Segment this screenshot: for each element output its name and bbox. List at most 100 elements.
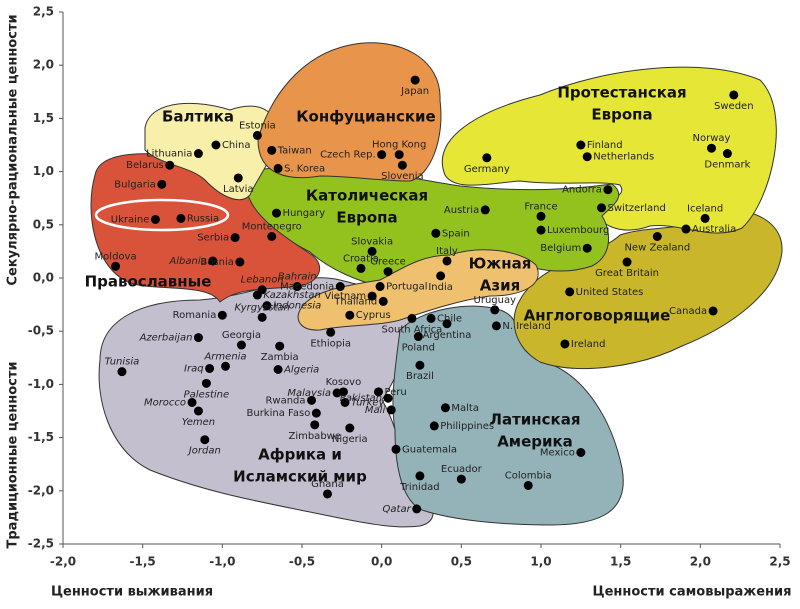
- point-label: Mali: [365, 405, 386, 416]
- point-label: Estonia: [239, 120, 276, 131]
- point: [378, 296, 388, 306]
- point-label: Kyrgyzstan: [234, 302, 289, 313]
- point: [367, 246, 377, 256]
- point-label: Colombia: [505, 470, 552, 481]
- point: [272, 208, 282, 218]
- point: [338, 387, 348, 397]
- point-label: Iraq: [184, 363, 204, 374]
- point: [273, 365, 283, 375]
- point-label: Romania: [173, 310, 217, 321]
- point: [367, 291, 377, 301]
- point: [490, 305, 500, 315]
- point: [200, 435, 210, 445]
- region-label: Америка: [497, 433, 573, 451]
- point: [257, 312, 267, 322]
- point: [603, 185, 613, 195]
- point-label: Nigeria: [332, 434, 368, 445]
- region-label: Конфуцианские: [296, 108, 435, 126]
- point: [582, 152, 592, 162]
- point: [386, 405, 396, 415]
- point-label: Turkey: [351, 397, 385, 408]
- point: [375, 282, 385, 292]
- point-label: Portugal: [386, 282, 427, 293]
- point: [442, 256, 452, 266]
- point: [310, 420, 320, 430]
- point-label: Czech Rep.: [320, 150, 376, 161]
- point-label: Burkina Faso: [247, 408, 311, 419]
- point: [262, 301, 272, 311]
- point-label: Austria: [444, 205, 479, 216]
- point-label: Germany: [464, 164, 510, 175]
- point: [410, 75, 420, 85]
- point-label: Lithuania: [146, 149, 192, 160]
- region-label: Европа: [336, 209, 397, 227]
- point: [193, 406, 203, 416]
- point: [356, 263, 366, 273]
- point-label: Mexico: [540, 447, 575, 458]
- region-labels: Африка и Исламский мир Латинская Америка Анг…: [85, 84, 687, 486]
- point-label: Serbia: [197, 233, 229, 244]
- point-label: Great Britain: [595, 268, 659, 279]
- point: [622, 257, 632, 267]
- point-label: Ireland: [571, 339, 606, 350]
- point: [436, 271, 446, 281]
- point-label: Indonesia: [273, 301, 321, 312]
- point: [394, 150, 404, 160]
- region-label: Латинская: [490, 411, 581, 429]
- point: [565, 287, 575, 297]
- points: Japan Sweden Estonia Lithuania Taiwan China S.…: [95, 75, 754, 515]
- point: [345, 310, 355, 320]
- x-tick-label: 0,0: [371, 555, 392, 569]
- point: [415, 360, 425, 370]
- point-label: Luxembourg: [547, 225, 609, 236]
- region: [257, 42, 442, 182]
- point-label: Trinidad: [399, 482, 439, 493]
- point-label: Greece: [370, 257, 406, 268]
- point-label: Uruguay: [474, 295, 517, 306]
- point: [345, 423, 355, 433]
- point-label: Lebanon: [241, 275, 284, 286]
- y-label-top: Секулярно-рациональные ценности: [6, 14, 21, 285]
- point: [576, 447, 586, 457]
- y-tick-label: -1,5: [28, 430, 54, 444]
- x-tick-label: -0,5: [289, 555, 315, 569]
- point-label: Armenia: [203, 351, 246, 362]
- y-tick-label: 2,5: [33, 5, 54, 19]
- point-label: Vietnam: [324, 291, 366, 302]
- x-tick-label: -2,0: [50, 555, 76, 569]
- region: [392, 305, 624, 526]
- point: [193, 149, 203, 159]
- x-tick-label: 1,5: [610, 555, 631, 569]
- region-label: Южная: [469, 255, 532, 273]
- point-label: Bahrain: [278, 272, 317, 283]
- point-label: Chile: [437, 313, 462, 324]
- point-label: Spain: [442, 228, 470, 239]
- region-label: Англоговорящие: [524, 307, 671, 325]
- point-label: Netherlands: [593, 152, 654, 163]
- point: [407, 313, 417, 323]
- point: [729, 90, 739, 100]
- point: [536, 225, 546, 235]
- point: [383, 267, 393, 277]
- point: [373, 387, 383, 397]
- point: [307, 395, 317, 405]
- point-label: New Zealand: [624, 243, 690, 254]
- point-label: Italy: [436, 246, 458, 257]
- point: [482, 153, 492, 163]
- point-label: Montenegro: [242, 222, 302, 233]
- point: [560, 339, 570, 349]
- x-tick-label: 1,0: [530, 555, 551, 569]
- point-label: Bosnia: [200, 257, 233, 268]
- point: [700, 213, 710, 223]
- point-label: Guatemala: [402, 444, 457, 455]
- point-label: Hungary: [283, 208, 326, 219]
- y-tick-label: -0,5: [28, 324, 54, 338]
- point-label: Hong Kong: [372, 140, 426, 151]
- point-label: Peru: [384, 387, 406, 398]
- point: [292, 282, 302, 292]
- point-label: Rwanda: [265, 395, 305, 406]
- point-label: Ethiopia: [310, 338, 351, 349]
- point-label: Australia: [692, 224, 736, 235]
- point: [456, 474, 466, 484]
- point: [523, 480, 533, 490]
